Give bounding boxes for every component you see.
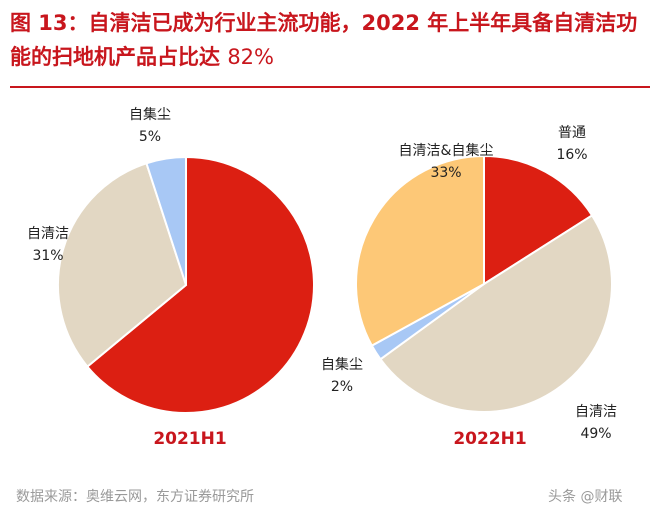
label-2022-self-clean-name: 自清洁 xyxy=(575,404,617,420)
label-2022-self-clean-pct: 49% xyxy=(580,426,611,442)
title-rule xyxy=(10,86,650,88)
label-2022-self-dust-name: 自集尘 xyxy=(321,356,363,373)
figure-title-text: 图 13：自清洁已成为行业主流功能，2022 年上半年具备自清洁功能的扫地机产品… xyxy=(10,11,638,69)
pie-slices-2021h1 xyxy=(57,155,315,414)
source-note: 数据来源：奥维云网，东方证券研究所 xyxy=(16,489,254,505)
label-2021-self-dust-name: 自集尘 xyxy=(129,106,171,123)
pie-chart-2022h1: 普通 16% 自清洁&自集尘 33% 自集尘 2% 自清洁 49% 2022H1 xyxy=(321,125,617,449)
label-2022-self-dust-pct: 2% xyxy=(331,379,353,395)
pie-slice-2021h1-2 xyxy=(145,155,187,286)
pie-slice-2021h1-1 xyxy=(57,161,188,368)
caption-2021h1: 2021H1 xyxy=(153,429,226,449)
label-2022-normal-name: 普通 xyxy=(558,125,586,141)
figure-title: 图 13：自清洁已成为行业主流功能，2022 年上半年具备自清洁功能的扫地机产品… xyxy=(10,6,650,74)
pie-chart-2021h1: 自集尘 5% 自清洁 31% 2021H1 xyxy=(27,106,315,449)
pie-slice-2022h1-0 xyxy=(483,154,594,286)
label-2021-self-clean-pct: 31% xyxy=(32,248,63,264)
pie-slices-2022h1 xyxy=(355,154,613,413)
pie-slice-2021h1-0 xyxy=(85,155,315,414)
label-2022-combo-pct: 33% xyxy=(430,165,461,181)
figure-title-percent: 82% xyxy=(227,45,274,69)
label-2021-self-clean-name: 自清洁 xyxy=(27,226,69,242)
brand-watermark: 头条 @财联 xyxy=(548,489,623,505)
caption-2022h1: 2022H1 xyxy=(453,429,526,449)
label-2022-normal-pct: 16% xyxy=(556,147,587,163)
label-2021-self-dust-pct: 5% xyxy=(139,129,161,145)
label-2022-combo-name: 自清洁&自集尘 xyxy=(399,142,494,159)
pie-slice-2022h1-1 xyxy=(379,214,613,413)
pie-slice-2022h1-3 xyxy=(355,154,485,348)
